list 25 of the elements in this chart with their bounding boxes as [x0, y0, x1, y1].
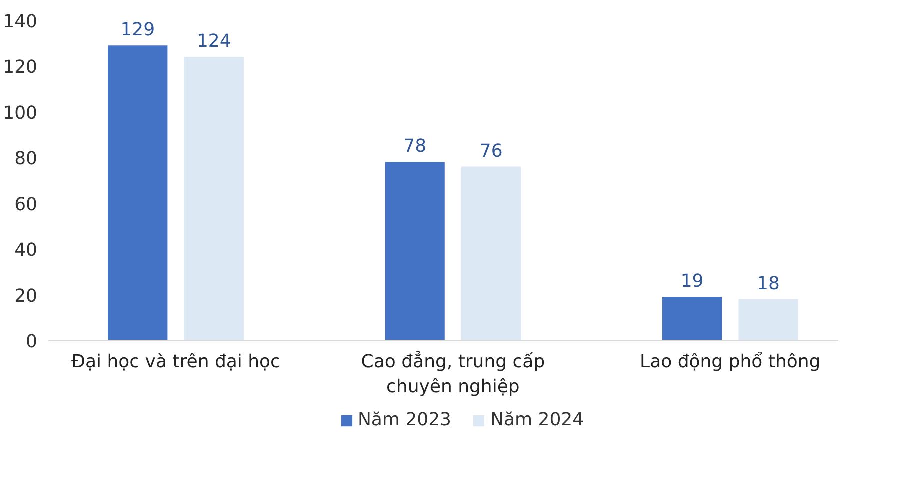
legend-label: Năm 2023	[358, 410, 452, 430]
x-tick-label: Cao đẳng, trung cấp chuyên nghiệp	[361, 350, 546, 398]
bar	[462, 166, 522, 340]
bar	[738, 299, 798, 340]
data-label: 129	[120, 20, 156, 41]
data-label: 19	[680, 271, 704, 292]
y-tick-label: 140	[3, 12, 38, 32]
y-tick-label: 80	[14, 148, 38, 170]
bar	[662, 297, 722, 340]
data-label: 124	[196, 31, 232, 52]
y-tick-label: 120	[3, 57, 38, 78]
data-label: 78	[404, 136, 427, 158]
y-tick-label: 60	[14, 194, 38, 216]
x-tick-label: Lao động phổ thông	[640, 352, 821, 372]
legend-label: Năm 2024	[490, 410, 584, 430]
x-tick-label: Đại học và trên đại học	[72, 352, 280, 372]
y-tick-label: 20	[14, 286, 38, 307]
data-label: 18	[757, 273, 780, 294]
bar	[184, 57, 244, 340]
bar	[108, 46, 168, 340]
bar	[385, 162, 445, 340]
y-tick-label: 0	[26, 332, 38, 352]
y-tick-label: 40	[14, 240, 38, 262]
data-label: 76	[480, 140, 503, 162]
y-tick-label: 100	[3, 102, 38, 124]
